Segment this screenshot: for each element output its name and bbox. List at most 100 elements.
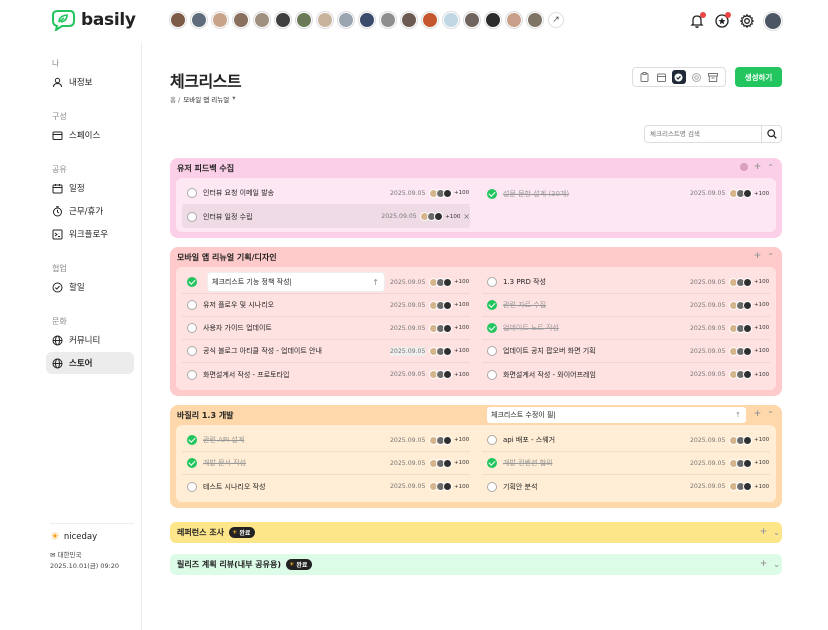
checklist-row[interactable]: 기획안 분석 2025.09.05 +100 <box>482 475 770 498</box>
assignee-avatars[interactable] <box>729 370 752 379</box>
expand-arrow-icon[interactable]: ↗ <box>548 12 564 28</box>
assignee-avatars[interactable] <box>429 458 452 468</box>
checklist-row[interactable]: 관련 API 설계 2025.09.05 +100 <box>182 429 470 452</box>
sidebar-item[interactable]: 스토어 <box>46 352 134 374</box>
plus-icon[interactable]: + <box>759 559 768 569</box>
checklist-row[interactable]: 사용자 가이드 업데이트 2025.09.05 +100 <box>182 317 470 340</box>
calendar-view-icon[interactable] <box>655 70 669 84</box>
checklist-row[interactable]: 공식 블로그 아티클 작성 - 업데이트 안내 2025.09.05 +100 <box>182 340 470 363</box>
chevron-down-icon[interactable]: ▾ <box>232 94 236 102</box>
checklist-row[interactable]: api 배포 - 스웨거 2025.09.05 +100 <box>482 429 770 452</box>
checklist-row[interactable]: 체크리스트 기능 정책 작성 2025.09.05 +100 체크리스트 기능 정책 … <box>182 271 470 294</box>
checklist-row[interactable]: 화면설계서 작성 - 프로토타입 2025.09.05 +100 <box>182 363 470 386</box>
assignee-avatars[interactable] <box>429 323 452 333</box>
assignee-avatars[interactable] <box>429 277 452 287</box>
search-input[interactable] <box>645 130 761 138</box>
chevron-down-icon[interactable]: ⌄ <box>773 527 780 537</box>
checklist-row[interactable]: 유저 플로우 및 시나리오 2025.09.05 +100 <box>182 294 470 317</box>
checklist-row[interactable]: 업데이트 공지 팝오버 화면 기획 2025.09.05 +100 <box>482 340 770 363</box>
assignee-avatars[interactable] <box>429 435 452 445</box>
sidebar-item[interactable]: 일정 <box>46 177 134 199</box>
archive-icon[interactable] <box>706 70 720 84</box>
close-icon[interactable]: × <box>463 212 470 221</box>
sidebar-item[interactable]: 할일 <box>46 276 134 298</box>
member-avatar[interactable] <box>275 12 291 28</box>
sidebar-item[interactable]: 근무/휴가 <box>46 200 134 222</box>
search-icon[interactable] <box>761 125 781 143</box>
checkbox[interactable] <box>487 323 497 333</box>
assignee-avatars[interactable] <box>729 346 752 356</box>
checkbox[interactable] <box>187 323 197 333</box>
member-avatar[interactable] <box>191 12 207 28</box>
submit-arrow-icon[interactable]: ↑ <box>735 411 741 419</box>
plus-icon[interactable]: + <box>753 409 762 419</box>
checklist-row[interactable]: 1.3 PRD 작성 2025.09.05 +100 <box>482 271 770 294</box>
assignee-avatars[interactable] <box>429 370 452 379</box>
logo[interactable]: basily <box>50 9 136 31</box>
checkbox[interactable] <box>487 481 497 492</box>
member-avatar[interactable] <box>527 12 543 28</box>
group-title-edit-field[interactable]: 체크리스트 수정이 필 | ↑ <box>487 407 746 423</box>
checklist-row[interactable]: 인터뷰 일정 수립 2025.09.05 +100 × <box>182 205 470 228</box>
member-avatar[interactable] <box>359 12 375 28</box>
checklist-row[interactable]: 업데이트 노트 작성 2025.09.05 +100 <box>482 317 770 340</box>
assignee-avatars[interactable] <box>729 323 752 333</box>
member-avatar[interactable] <box>233 12 249 28</box>
assignee-avatars[interactable] <box>729 458 752 468</box>
checklist-row[interactable]: 화면설계서 작성 - 와이어프레임 2025.09.05 +100 <box>482 363 770 386</box>
user-name-row[interactable]: ☀ niceday <box>50 530 134 543</box>
plus-icon[interactable]: + <box>759 527 768 537</box>
checkbox[interactable] <box>187 188 197 198</box>
chevron-down-icon[interactable]: ⌄ <box>773 559 780 569</box>
target-icon[interactable] <box>689 70 703 84</box>
assignee-avatars[interactable] <box>429 482 452 491</box>
member-avatar[interactable] <box>317 12 333 28</box>
assignee-avatars[interactable] <box>729 300 752 310</box>
collapsed-group[interactable]: 레퍼런스 조사 ☀ 완료 + ⌄ <box>170 522 782 543</box>
assignee-avatars[interactable] <box>429 300 452 310</box>
plus-icon[interactable]: + <box>753 251 762 261</box>
chevron-up-icon[interactable]: ⌃ <box>767 251 774 261</box>
sidebar-item[interactable]: 워크플로우 <box>46 223 134 245</box>
assignee-avatars[interactable] <box>429 346 452 356</box>
member-avatar[interactable] <box>485 12 501 28</box>
group-header[interactable]: 유저 피드백 수집 + ⌃ <box>176 158 776 178</box>
member-avatar[interactable] <box>401 12 417 28</box>
checkbox[interactable] <box>187 481 197 492</box>
checklist-row[interactable]: 테스트 시나리오 작성 2025.09.05 +100 <box>182 475 470 498</box>
checkbox[interactable] <box>487 277 497 287</box>
create-button[interactable]: 생성하기 <box>735 67 782 87</box>
sidebar-item[interactable]: 커뮤니티 <box>46 329 134 351</box>
inline-edit-field[interactable]: 체크리스트 기능 정책 작성 | ↑ <box>208 273 384 291</box>
checkbox[interactable] <box>487 188 497 199</box>
assignee-avatars[interactable] <box>429 188 452 198</box>
clipboard-icon[interactable] <box>638 70 652 84</box>
checkbox[interactable] <box>187 300 197 310</box>
plus-icon[interactable]: + <box>753 162 762 172</box>
checklist-row[interactable]: 관련 자료 수집 2025.09.05 +100 <box>482 294 770 317</box>
checklist-row[interactable]: 개발 문서 작성 2025.09.05 +100 <box>182 452 470 475</box>
chevron-up-icon[interactable]: ⌃ <box>767 162 774 172</box>
checkbox[interactable] <box>187 277 197 287</box>
assignee-avatars[interactable] <box>729 435 752 445</box>
member-avatar[interactable] <box>443 12 459 28</box>
star-icon[interactable] <box>714 12 731 29</box>
gear-icon[interactable] <box>739 13 755 29</box>
checkbox[interactable] <box>487 435 497 445</box>
sidebar-item[interactable]: 스페이스 <box>46 124 134 146</box>
assignee-avatars[interactable] <box>420 212 444 221</box>
member-avatar[interactable] <box>506 12 522 28</box>
member-avatar[interactable] <box>464 12 480 28</box>
chevron-up-icon[interactable]: ⌃ <box>767 409 774 419</box>
group-header[interactable]: 모바일 앱 리뉴얼 기획/디자인 + ⌃ <box>176 247 776 267</box>
checkbox[interactable] <box>487 300 497 310</box>
profile-avatar[interactable] <box>764 12 782 30</box>
checklist-row[interactable]: 개발 컨벤션 협의 2025.09.05 +100 <box>482 452 770 475</box>
member-avatar[interactable] <box>422 12 438 28</box>
checkbox[interactable] <box>187 369 197 380</box>
checkbox[interactable] <box>487 458 497 468</box>
member-avatar[interactable] <box>338 12 354 28</box>
submit-arrow-icon[interactable]: ↑ <box>372 277 379 287</box>
checkbox[interactable] <box>487 346 497 356</box>
assignee-avatars[interactable] <box>729 482 752 491</box>
